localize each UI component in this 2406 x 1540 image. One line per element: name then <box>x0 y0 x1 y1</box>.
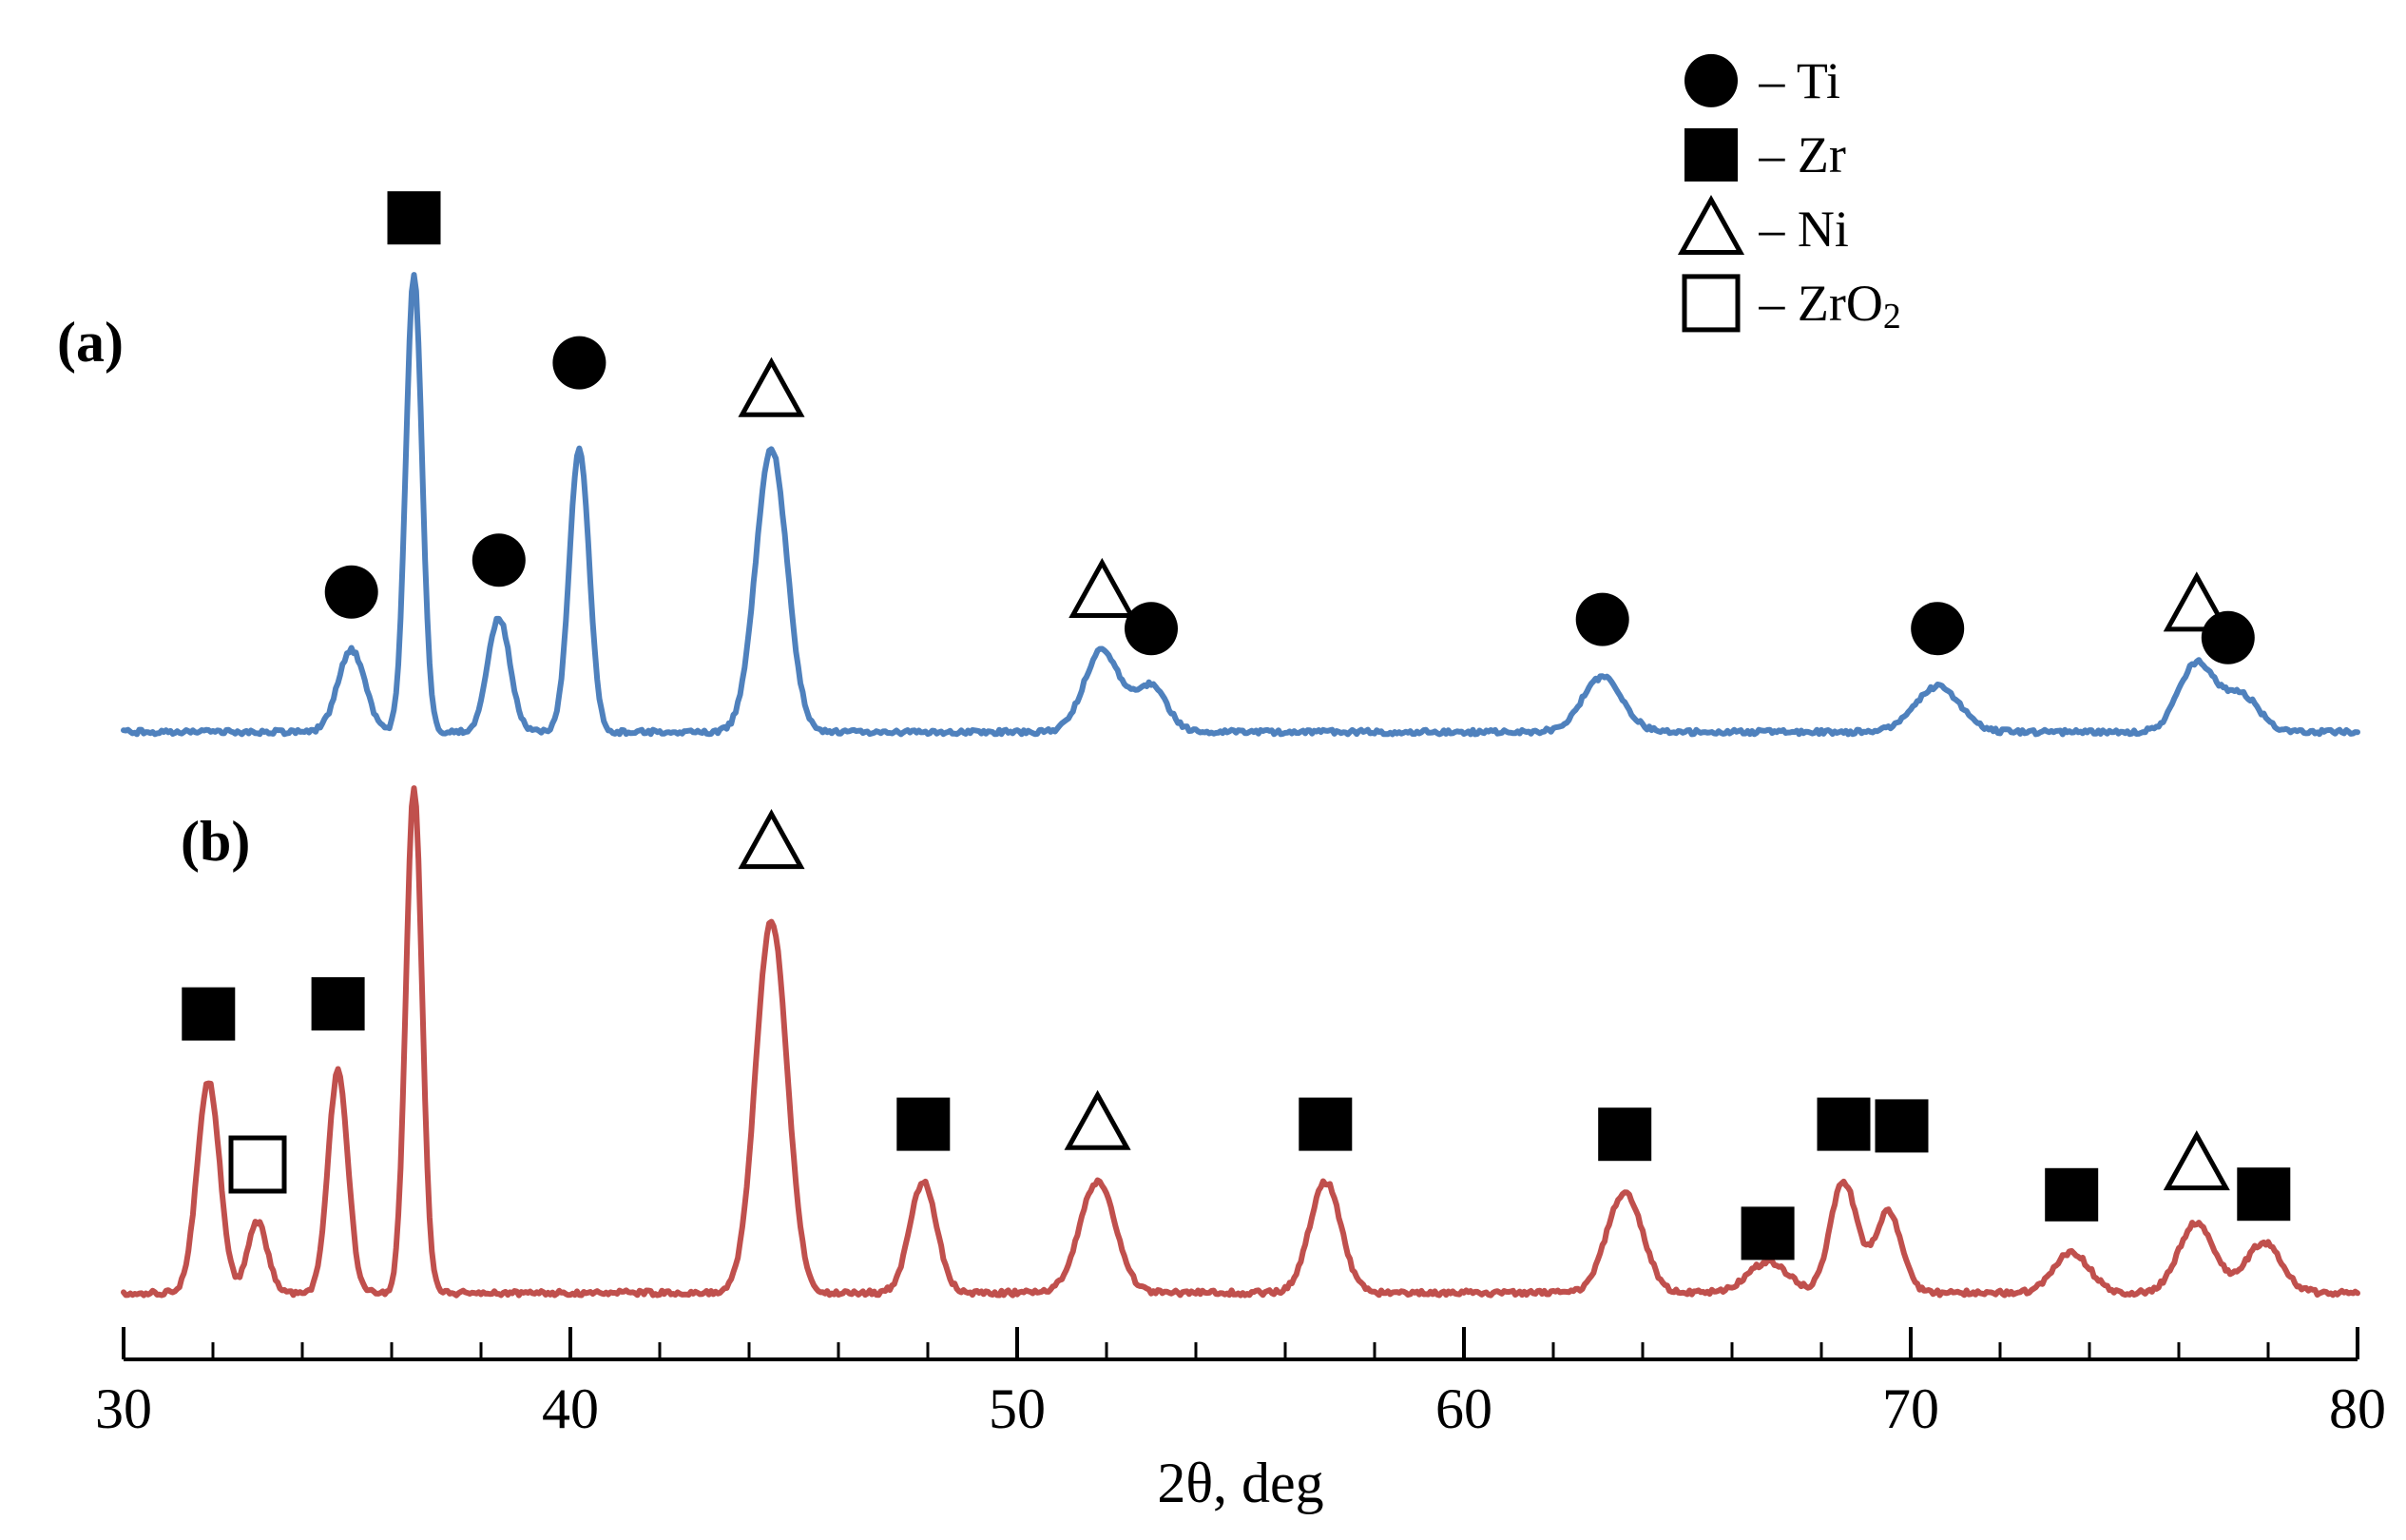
marker-square-icon <box>2237 1167 2290 1221</box>
x-tick-label: 80 <box>2329 1377 2386 1440</box>
marker-square-icon <box>1742 1206 1795 1260</box>
legend-item-label: – Ti <box>1758 52 1840 109</box>
marker-square-icon <box>388 191 441 244</box>
marker-square-icon <box>1299 1098 1352 1151</box>
xrd-figure: 30 40 50 60 70 80 2θ, deg (a) (b) – Ti – Zr – Ni… <box>0 0 2406 1540</box>
marker-open-square-icon <box>1684 277 1738 330</box>
marker-square-icon <box>1598 1107 1651 1161</box>
marker-circle-icon <box>1911 602 1964 655</box>
x-tick-label: 70 <box>1882 1377 1939 1440</box>
panel-label-b: (b) <box>181 810 250 873</box>
legend-item-label: – Zr <box>1758 126 1845 183</box>
marker-open-square-icon <box>231 1138 284 1191</box>
x-tick-label: 60 <box>1435 1377 1492 1440</box>
x-tick-label: 50 <box>989 1377 1046 1440</box>
marker-circle-icon <box>1576 593 1629 646</box>
marker-square-icon <box>182 988 235 1041</box>
panel-b: (b) <box>124 788 2358 1296</box>
spectrum-b <box>124 788 2358 1296</box>
x-tick-label: 40 <box>542 1377 599 1440</box>
marker-triangle-icon <box>1682 200 1741 252</box>
marker-circle-icon <box>472 533 526 587</box>
marker-triangle-icon <box>742 814 801 866</box>
legend: – Ti – Zr – Ni – ZrO2 <box>1682 52 1901 337</box>
marker-square-icon <box>312 977 365 1030</box>
spectrum-a <box>124 275 2358 734</box>
marker-square-icon <box>1876 1099 1929 1152</box>
marker-square-icon <box>1684 128 1738 182</box>
marker-triangle-icon <box>2167 1135 2226 1187</box>
panel-a: (a) <box>57 191 2358 734</box>
x-axis-label: 2θ, deg <box>1157 1452 1323 1514</box>
legend-item-label: – Ni <box>1758 201 1849 258</box>
marker-triangle-icon <box>742 362 801 414</box>
legend-item-label: – ZrO2 <box>1758 275 1900 337</box>
marker-square-icon <box>2045 1168 2098 1222</box>
panel-label-a: (a) <box>57 311 124 374</box>
marker-triangle-icon <box>1073 563 1132 615</box>
marker-circle-icon <box>325 566 378 619</box>
marker-circle-icon <box>2202 611 2255 664</box>
marker-circle-icon <box>1684 54 1738 107</box>
marker-circle-icon <box>552 337 606 390</box>
x-tick-label: 30 <box>95 1377 152 1440</box>
marker-circle-icon <box>1125 602 1178 655</box>
marker-square-icon <box>896 1098 950 1151</box>
marker-square-icon <box>1818 1098 1871 1151</box>
x-axis: 30 40 50 60 70 80 2θ, deg <box>95 1327 2386 1514</box>
marker-triangle-icon <box>1068 1095 1127 1147</box>
